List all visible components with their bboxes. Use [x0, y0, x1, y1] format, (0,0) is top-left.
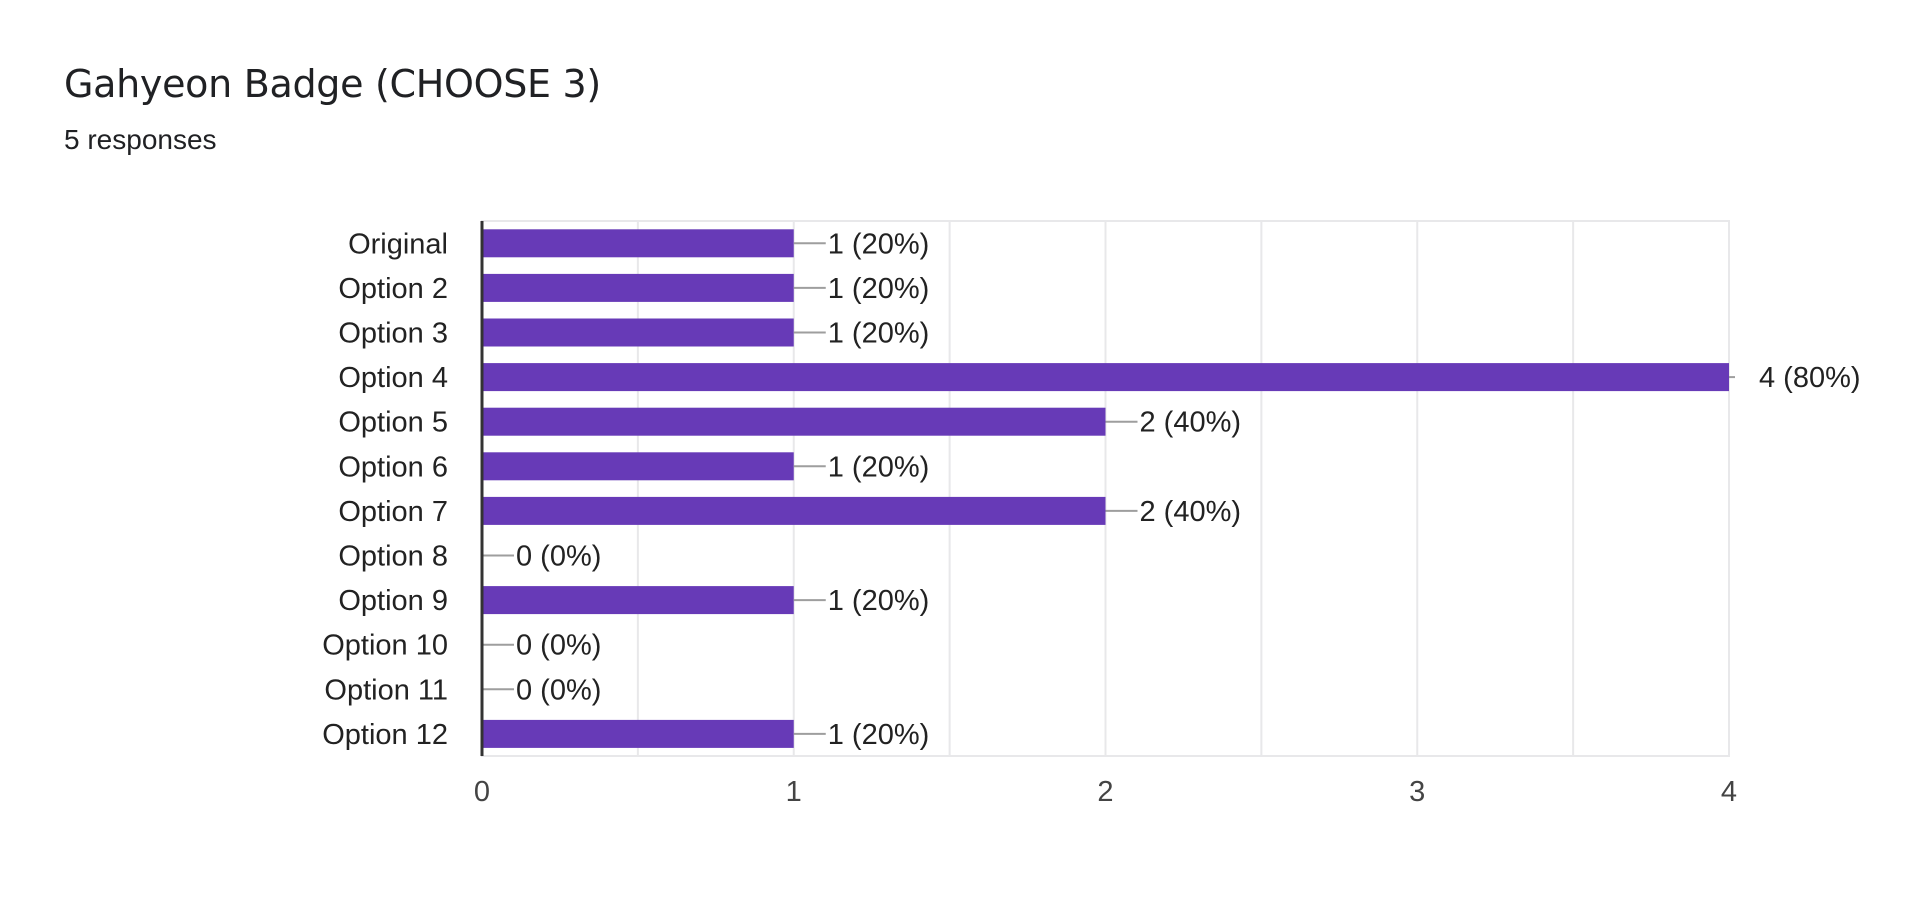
x-tick-label: 1: [786, 776, 802, 808]
chart-title: Gahyeon Badge (CHOOSE 3): [64, 62, 601, 106]
data-label: 1 (20%): [828, 719, 930, 751]
category-label: Option 8: [338, 541, 448, 573]
bar: [482, 719, 794, 748]
data-label: 1 (20%): [828, 273, 930, 305]
bar: [482, 363, 1729, 392]
category-label: Option 9: [338, 585, 448, 617]
bar: [482, 452, 794, 481]
data-label: 0 (0%): [516, 541, 601, 573]
bar: [482, 407, 1106, 436]
data-label: 1 (20%): [828, 228, 930, 260]
bar: [482, 496, 1106, 525]
bar: [482, 273, 794, 302]
category-label: Option 6: [338, 451, 448, 483]
data-label: 4 (80%): [1759, 362, 1861, 394]
bar: [482, 586, 794, 615]
x-tick-label: 4: [1721, 776, 1737, 808]
x-tick-label: 0: [474, 776, 490, 808]
chart-header: Gahyeon Badge (CHOOSE 3) 5 responses: [64, 62, 601, 156]
x-tick-label: 2: [1097, 776, 1113, 808]
category-label: Option 11: [324, 674, 448, 706]
category-label: Option 2: [338, 273, 448, 305]
category-label: Original: [348, 228, 448, 260]
category-label: Option 7: [338, 496, 448, 528]
category-label: Option 4: [338, 362, 448, 394]
category-label: Option 3: [338, 318, 448, 350]
data-label: 1 (20%): [828, 585, 930, 617]
category-label: Option 12: [322, 719, 448, 751]
data-label: 2 (40%): [1140, 407, 1242, 439]
data-label: 2 (40%): [1140, 496, 1242, 528]
bar: [482, 318, 794, 347]
data-label: 0 (0%): [516, 630, 601, 662]
x-tick-label: 3: [1409, 776, 1425, 808]
data-label: 1 (20%): [828, 318, 930, 350]
category-label: Option 10: [322, 630, 448, 662]
category-label: Option 5: [338, 407, 448, 439]
data-label: 1 (20%): [828, 451, 930, 483]
bar: [482, 229, 794, 258]
data-label: 0 (0%): [516, 674, 601, 706]
response-count: 5 responses: [64, 123, 217, 155]
